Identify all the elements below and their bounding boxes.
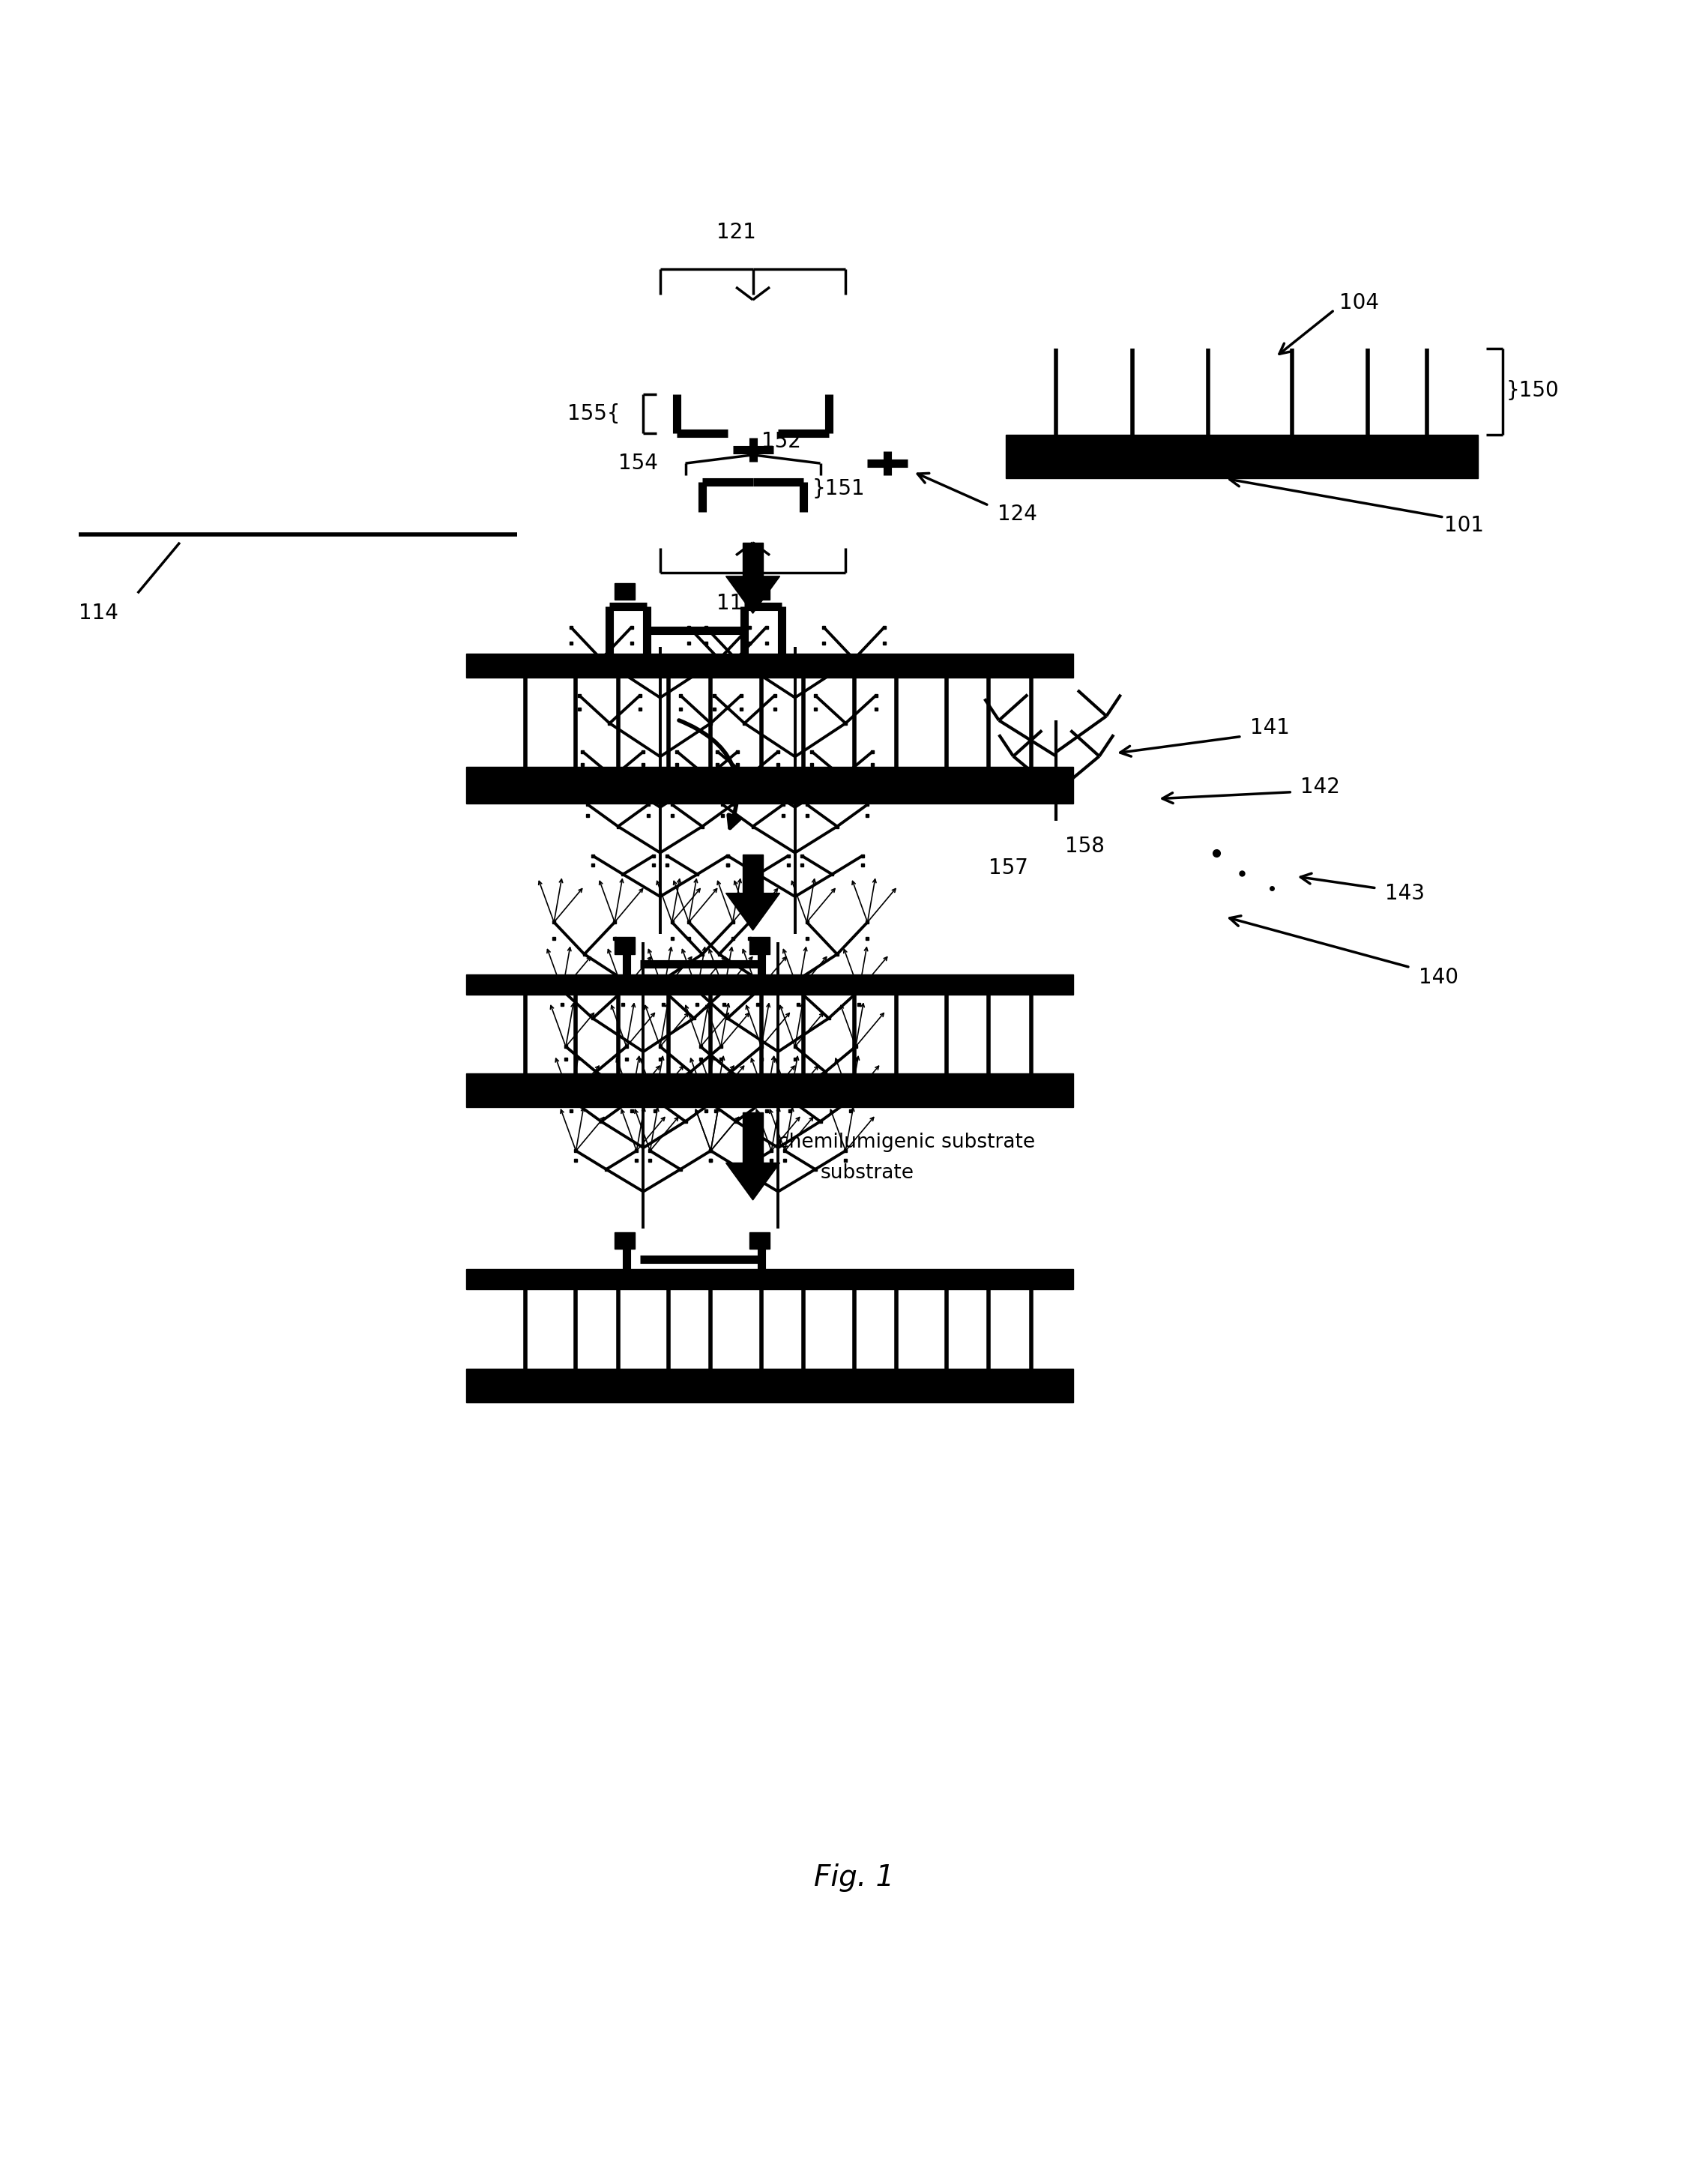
Bar — [615, 1231, 635, 1249]
Bar — [466, 1073, 1073, 1108]
Text: }151: }151 — [811, 478, 864, 500]
Bar — [743, 543, 763, 576]
Bar — [750, 937, 770, 954]
Bar — [466, 1368, 1073, 1402]
Text: 124: 124 — [997, 504, 1037, 524]
Text: 152: 152 — [762, 431, 801, 452]
Text: 140: 140 — [1419, 967, 1459, 989]
Bar — [750, 582, 770, 599]
Text: 155{: 155{ — [567, 403, 620, 424]
Text: 114: 114 — [79, 604, 118, 623]
Text: 142: 142 — [1301, 777, 1341, 799]
Text: 111: 111 — [716, 593, 757, 615]
Text: chemilumigenic substrate: chemilumigenic substrate — [779, 1134, 1035, 1153]
Text: 141: 141 — [1250, 718, 1290, 738]
Bar — [615, 937, 635, 954]
Text: 154: 154 — [618, 452, 658, 474]
Bar — [466, 974, 1073, 993]
Polygon shape — [726, 576, 781, 612]
Bar — [615, 582, 635, 599]
Polygon shape — [726, 1162, 781, 1201]
Bar — [743, 855, 763, 894]
Text: 158: 158 — [1064, 835, 1105, 857]
Bar — [466, 1268, 1073, 1290]
Text: Fig. 1: Fig. 1 — [813, 1863, 895, 1891]
Text: 121: 121 — [716, 223, 757, 242]
Bar — [750, 1231, 770, 1249]
Text: 104: 104 — [1339, 292, 1378, 314]
Text: 143: 143 — [1385, 883, 1424, 905]
Text: 101: 101 — [1443, 515, 1484, 537]
Bar — [466, 654, 1073, 677]
Polygon shape — [726, 894, 781, 931]
Bar — [1006, 435, 1477, 478]
Text: 157: 157 — [989, 857, 1028, 879]
Text: substrate: substrate — [820, 1164, 914, 1184]
Text: }150: }150 — [1506, 381, 1559, 400]
Bar — [466, 766, 1073, 803]
Bar — [743, 1112, 763, 1162]
